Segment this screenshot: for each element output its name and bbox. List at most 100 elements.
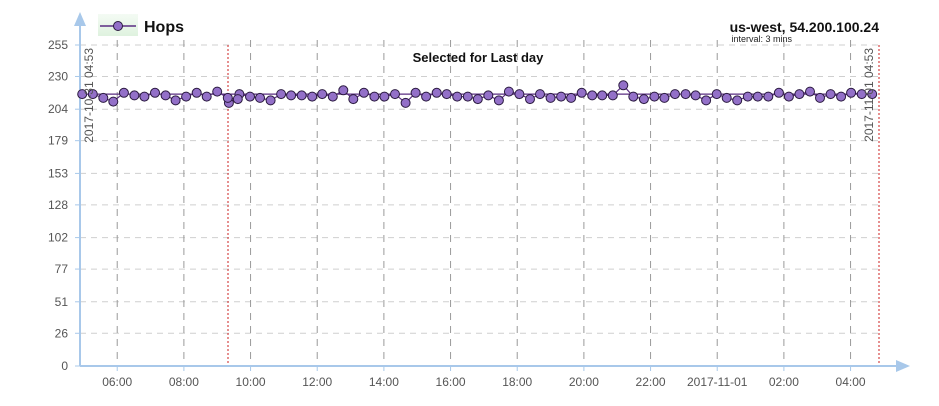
data-point — [773, 87, 784, 98]
data-point — [390, 89, 400, 100]
data-point — [545, 92, 556, 103]
data-point — [452, 91, 463, 102]
data-point — [472, 94, 483, 105]
y-tick-labels: 0 26 51 77 102 128 153 179 204 230 255 — [48, 38, 80, 373]
data-point — [483, 90, 494, 101]
x-tick-label: 18:00 — [502, 375, 532, 389]
data-point — [421, 91, 432, 102]
data-point — [118, 87, 129, 98]
x-tick-label: 10:00 — [236, 375, 266, 389]
y-tick-label: 128 — [48, 198, 68, 212]
x-tick-label: 08:00 — [169, 375, 199, 389]
x-tick-label: 04:00 — [836, 375, 866, 389]
data-point — [98, 92, 109, 103]
data-point — [783, 91, 794, 102]
data-point — [108, 96, 119, 107]
data-point — [139, 91, 150, 102]
data-point — [245, 91, 255, 102]
data-point — [191, 87, 202, 98]
y-tick-label: 153 — [48, 166, 68, 180]
x-tick-label: 16:00 — [436, 375, 466, 389]
x-axis-arrow — [896, 360, 910, 372]
y-tick-label: 0 — [61, 359, 68, 373]
legend[interactable]: Hops — [98, 14, 184, 36]
data-point — [836, 91, 847, 102]
interval-label: interval: 3 mins — [731, 34, 792, 44]
x-tick-labels: 06:00 08:00 10:00 12:00 14:00 16:00 18:00 20:00… — [102, 366, 866, 389]
y-tick-label: 179 — [48, 134, 68, 148]
data-point — [794, 89, 805, 100]
data-point — [493, 95, 504, 106]
data-point — [265, 95, 276, 106]
data-point — [556, 91, 567, 102]
data-point — [379, 91, 390, 102]
data-point — [150, 87, 160, 98]
data-point — [763, 91, 774, 102]
data-point — [670, 89, 680, 100]
data-point — [327, 91, 338, 102]
data-point — [618, 80, 629, 91]
data-point — [212, 86, 223, 97]
data-point — [462, 91, 473, 102]
data-point — [628, 91, 639, 102]
data-point — [659, 92, 670, 103]
host-label: us-west, 54.200.100.24 — [730, 19, 880, 35]
range-end-label: 2017-11-01 04:53 — [862, 48, 876, 142]
chart-title: Selected for Last day — [413, 50, 545, 65]
x-tick-label: 02:00 — [769, 375, 799, 389]
data-point — [276, 89, 287, 100]
data-point — [400, 97, 411, 108]
data-point — [358, 87, 369, 98]
y-tick-label: 102 — [48, 231, 68, 245]
data-point — [307, 91, 318, 102]
y-tick-label: 77 — [55, 262, 69, 276]
y-tick-label: 230 — [48, 69, 68, 83]
data-point — [222, 92, 233, 103]
data-point — [638, 94, 649, 105]
x-tick-label: 06:00 — [102, 375, 132, 389]
data-point — [732, 95, 743, 106]
data-point — [805, 86, 815, 97]
data-point — [576, 87, 587, 98]
data-point — [752, 91, 763, 102]
data-point — [649, 91, 660, 102]
data-point — [255, 92, 265, 103]
y-axis-arrow — [74, 12, 86, 26]
data-point — [856, 89, 867, 100]
data-point — [721, 92, 732, 103]
data-point — [441, 89, 452, 100]
data-point — [348, 94, 359, 105]
data-point — [815, 92, 825, 103]
data-point — [129, 90, 140, 101]
x-tick-label: 14:00 — [369, 375, 399, 389]
data-point — [232, 94, 243, 105]
axes — [74, 12, 910, 372]
data-point — [535, 89, 545, 100]
data-point — [566, 92, 577, 103]
data-point — [680, 89, 691, 100]
data-point — [77, 89, 88, 100]
data-point — [525, 94, 535, 105]
data-point — [87, 89, 98, 100]
x-tick-label: 12:00 — [302, 375, 332, 389]
data-point — [338, 85, 349, 96]
grid-lines — [80, 40, 880, 366]
x-tick-label: 20:00 — [569, 375, 599, 389]
data-point — [160, 90, 171, 101]
y-tick-label: 204 — [48, 102, 68, 116]
data-point — [286, 90, 297, 101]
legend-marker — [113, 21, 123, 31]
x-tick-label: 2017-11-01 — [687, 375, 748, 389]
data-point — [742, 91, 753, 102]
data-point — [597, 90, 608, 101]
data-point — [825, 89, 836, 100]
y-tick-label: 255 — [48, 38, 68, 52]
data-point — [431, 87, 442, 98]
data-point — [701, 95, 712, 106]
data-point — [607, 90, 618, 101]
data-point — [170, 95, 181, 106]
range-start-label: 2017-10-31 04:53 — [82, 48, 96, 143]
data-point — [181, 91, 192, 102]
y-tick-label: 26 — [55, 326, 69, 340]
